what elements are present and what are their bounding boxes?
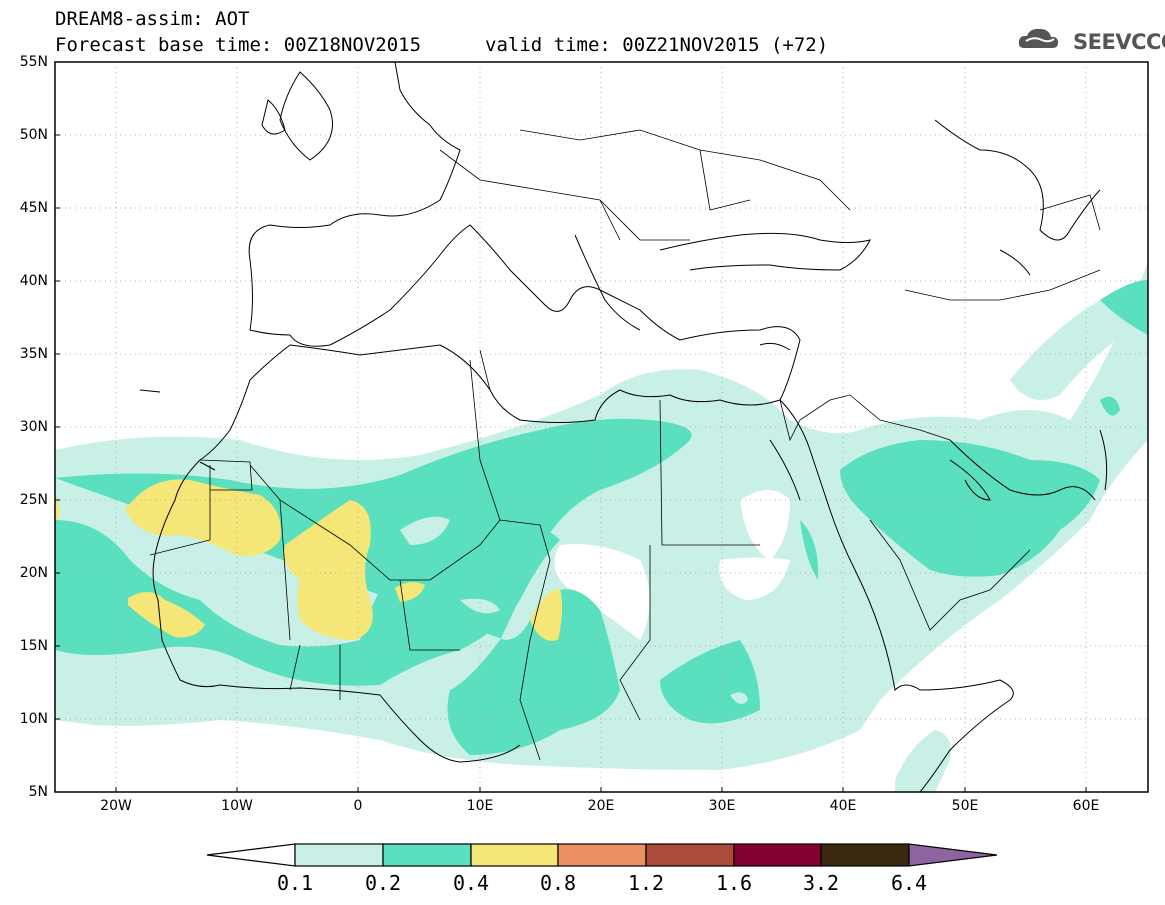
coastlines [139, 62, 1108, 792]
lat-label: 15N [19, 638, 48, 654]
lat-label: 40N [19, 273, 48, 289]
country-borders [149, 129, 1101, 761]
lat-label: 45N [19, 200, 48, 216]
lat-label: 30N [19, 419, 48, 435]
lat-label: 50N [19, 127, 48, 143]
colorbar-label: 6.4 [890, 871, 928, 895]
gridlines [55, 62, 1148, 792]
colorbar-label: 0.1 [276, 871, 314, 895]
colorbar-label: 1.2 [627, 871, 665, 895]
lon-label: 40E [829, 798, 857, 814]
aot-gap [554, 490, 790, 640]
lat-label: 35N [19, 346, 48, 362]
lat-label: 25N [19, 492, 48, 508]
aot-contour-0.1 [55, 262, 1148, 792]
lon-label: 50E [951, 798, 979, 814]
cloud-logo-icon [1018, 28, 1058, 48]
valid-time: valid time: 00Z21NOV2015 (+72) [485, 34, 829, 56]
colorbar-label: 3.2 [802, 871, 840, 895]
lon-label: 0 [353, 798, 363, 814]
lon-label: 20E [587, 798, 615, 814]
lon-label: 20W [100, 798, 132, 814]
lon-label: 10E [466, 798, 494, 814]
colorbar-label: 0.8 [539, 871, 577, 895]
logo-text: SEEVCCC [1073, 30, 1165, 54]
lat-label: 10N [19, 711, 48, 727]
colorbar-label: 0.4 [452, 871, 490, 895]
lat-label: 5N [28, 784, 48, 800]
lon-label: 10W [221, 798, 253, 814]
lat-label: 20N [19, 565, 48, 581]
lat-label: 55N [19, 54, 48, 70]
colorbar-label: 1.6 [715, 871, 753, 895]
colorbar-label: 0.2 [364, 871, 402, 895]
axis-ticks [55, 134, 1087, 792]
forecast-base-time: Forecast base time: 00Z18NOV2015 [55, 34, 422, 56]
lon-label: 60E [1072, 798, 1100, 814]
lon-label: 30E [708, 798, 736, 814]
map-title: DREAM8-assim: AOT [55, 8, 250, 30]
